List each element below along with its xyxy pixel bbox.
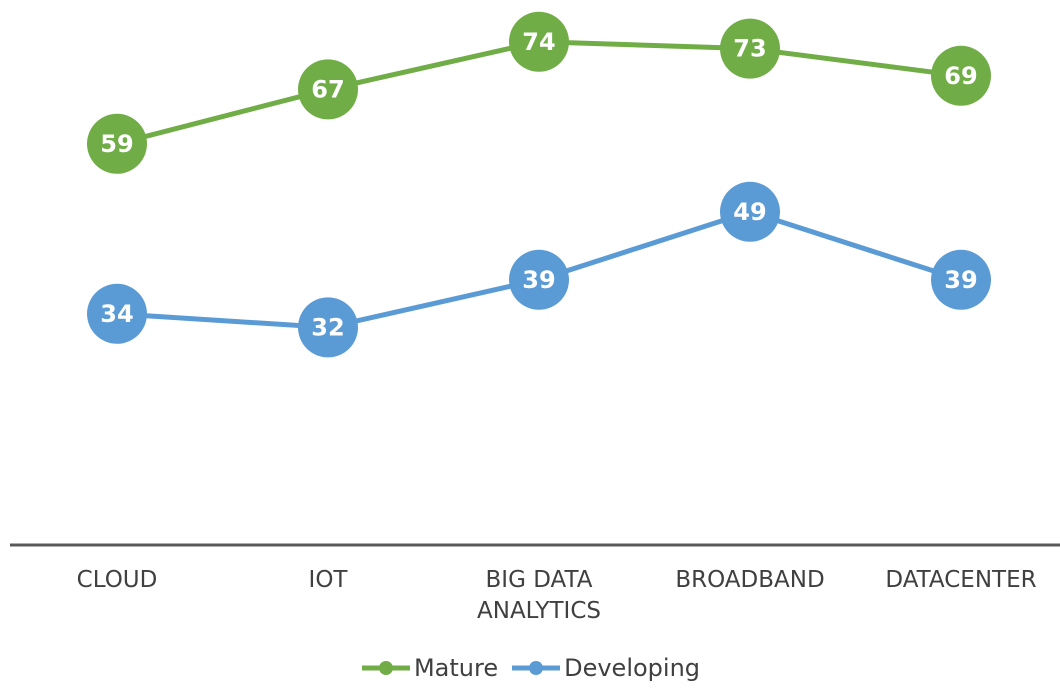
data-label: 49 [733, 198, 766, 226]
data-point [509, 11, 569, 72]
data-point [298, 297, 358, 358]
legend-item: Developing [510, 654, 700, 682]
data-label: 67 [311, 75, 344, 103]
data-label: 73 [733, 35, 766, 63]
data-point [87, 283, 147, 344]
data-point [720, 18, 780, 79]
legend-icon [512, 661, 561, 675]
data-point [509, 249, 569, 310]
legend-icon [361, 661, 410, 675]
legend-label: Developing [564, 654, 701, 682]
x-tick-label: IOT [308, 567, 348, 593]
legend-marker [378, 661, 393, 675]
legend-marker [529, 661, 544, 675]
data-label: 74 [522, 28, 555, 56]
data-label: 39 [944, 266, 977, 294]
data-label: 39 [522, 266, 555, 294]
data-label: 32 [311, 313, 344, 341]
data-point [298, 59, 358, 120]
x-tick-label: CLOUD [76, 567, 158, 593]
legend-label: Mature [413, 654, 499, 682]
legend: Mature Developing [0, 654, 1060, 684]
legend-item: Mature [360, 654, 498, 682]
x-tick-label: BROADBAND [675, 567, 825, 593]
data-label: 34 [100, 300, 133, 328]
data-label: 59 [100, 130, 133, 158]
data-point [87, 113, 147, 174]
data-point [931, 249, 991, 310]
data-label: 69 [944, 62, 977, 90]
data-point [931, 45, 991, 106]
data-point [720, 181, 780, 242]
x-tick-label: DATACENTER [885, 567, 1037, 593]
x-tick-label: BIG DATA ANALYTICS [477, 567, 601, 624]
